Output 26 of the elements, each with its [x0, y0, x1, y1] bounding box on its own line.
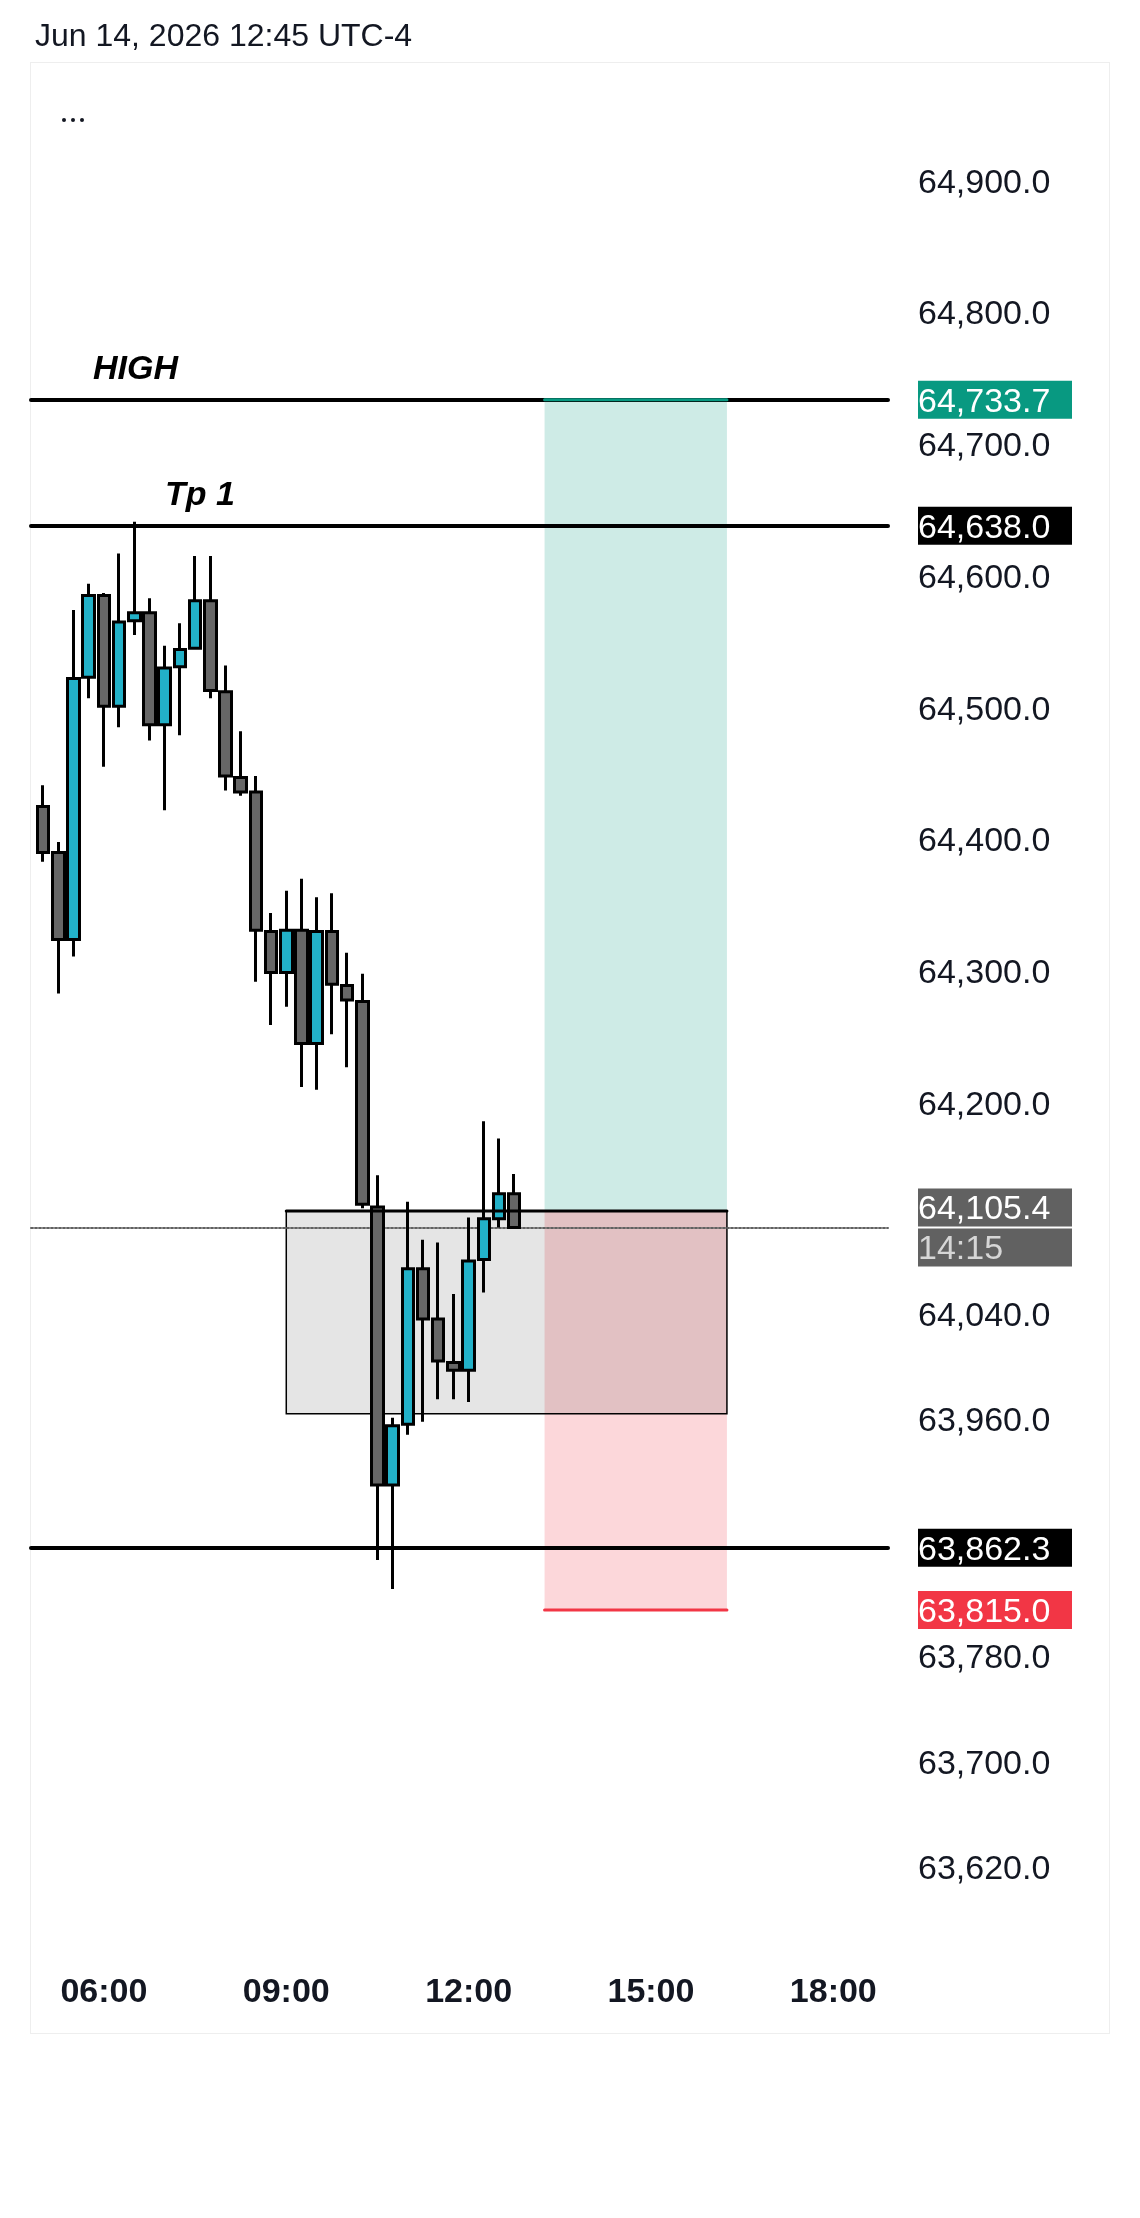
y-tick-label: 64,733.7: [918, 380, 1051, 419]
y-tick-label: 63,620.0: [918, 1848, 1051, 1886]
y-tick-label: 64,400.0: [918, 820, 1051, 859]
x-tick-label: 18:00: [789, 1971, 877, 2009]
ref-line-label: Tp 1: [165, 473, 235, 512]
y-tick-label: 63,960.0: [918, 1400, 1051, 1439]
x-tick-label: 06:00: [60, 1971, 148, 2009]
y-tick-label: 64,638.0: [918, 506, 1051, 545]
y-tick-label: 64,500.0: [918, 688, 1051, 727]
y-tick-label: 64,300.0: [918, 952, 1051, 991]
y-tick-label: 63,780.0: [918, 1637, 1051, 1676]
y-tick-label: 64,700.0: [918, 425, 1051, 464]
y-tick-label: 64,800.0: [918, 293, 1051, 332]
x-tick-label: 09:00: [242, 1971, 330, 2009]
y-tick-label: 64,600.0: [918, 556, 1051, 595]
y-tick-label: 64,105.4 14:15: [918, 1188, 1051, 1267]
ref-line-label: HIGH: [93, 347, 180, 386]
y-tick-label: 64,200.0: [918, 1083, 1051, 1122]
x-tick-label: 12:00: [425, 1971, 513, 2009]
y-tick-label: 63,862.3: [918, 1528, 1051, 1567]
y-tick-label: 63,700.0: [918, 1742, 1051, 1781]
y-tick-label: 63,815.0: [918, 1591, 1051, 1630]
chart-title: Jun 14, 2026 12:45 UTC-4: [35, 17, 413, 53]
y-tick-label: 64,040.0: [918, 1294, 1051, 1333]
y-tick-label: 64,900.0: [918, 161, 1051, 200]
x-tick-label: 15:00: [607, 1971, 695, 2009]
